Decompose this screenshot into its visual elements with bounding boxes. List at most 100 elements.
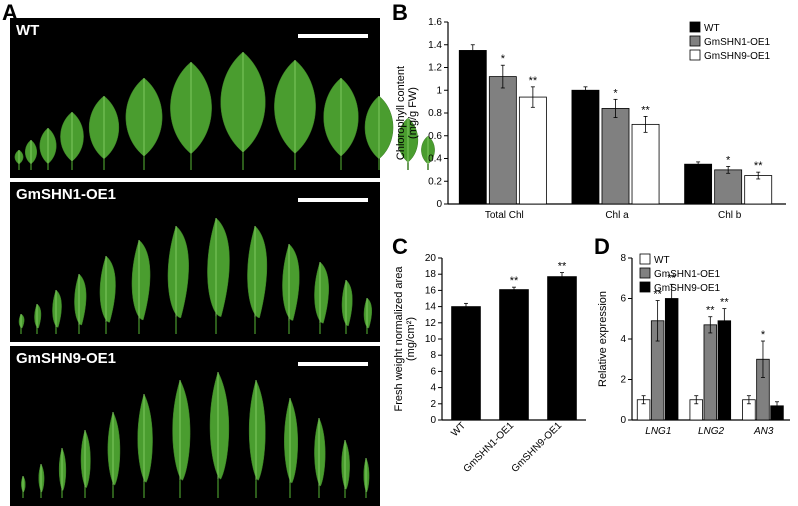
leaf bbox=[167, 380, 193, 498]
leaf bbox=[320, 78, 362, 170]
panel-D-chart: 02468Relative expression****LNG1****LNG2… bbox=[594, 248, 796, 502]
svg-text:0.8: 0.8 bbox=[428, 108, 442, 119]
svg-text:1.6: 1.6 bbox=[428, 17, 442, 28]
leaf bbox=[122, 78, 166, 170]
leaf bbox=[361, 298, 373, 334]
svg-text:*: * bbox=[726, 154, 731, 166]
leaf bbox=[204, 372, 232, 498]
svg-text:**: ** bbox=[529, 75, 538, 87]
svg-text:0.2: 0.2 bbox=[428, 176, 442, 187]
leaf bbox=[311, 418, 327, 498]
leaf bbox=[104, 412, 122, 498]
svg-text:Total Chl: Total Chl bbox=[485, 210, 524, 221]
svg-text:Relative expression: Relative expression bbox=[597, 291, 609, 387]
svg-text:0: 0 bbox=[620, 415, 626, 426]
svg-text:1.4: 1.4 bbox=[428, 40, 442, 51]
svg-text:Chl b: Chl b bbox=[718, 210, 742, 221]
leaf bbox=[160, 226, 192, 334]
svg-text:0.6: 0.6 bbox=[428, 131, 442, 142]
leaf bbox=[70, 274, 88, 334]
svg-text:16: 16 bbox=[425, 285, 437, 296]
svg-text:20: 20 bbox=[425, 253, 437, 264]
leaf bbox=[166, 62, 216, 170]
leaf bbox=[20, 476, 26, 498]
svg-text:14: 14 bbox=[425, 302, 437, 313]
svg-text:**: ** bbox=[558, 261, 567, 273]
svg-text:**: ** bbox=[720, 297, 729, 309]
svg-text:GmSHN9-OE1: GmSHN9-OE1 bbox=[510, 420, 565, 475]
svg-text:10: 10 bbox=[425, 334, 437, 345]
svg-text:(mg/cm²): (mg/cm²) bbox=[405, 317, 417, 361]
svg-text:8: 8 bbox=[620, 253, 626, 264]
svg-text:0.4: 0.4 bbox=[428, 154, 442, 165]
leaves-row bbox=[14, 194, 376, 334]
leaf bbox=[280, 398, 300, 498]
svg-text:18: 18 bbox=[425, 269, 437, 280]
svg-text:WT: WT bbox=[654, 255, 670, 266]
svg-text:2: 2 bbox=[430, 399, 436, 410]
svg-text:6: 6 bbox=[620, 294, 626, 305]
svg-text:**: ** bbox=[706, 305, 715, 317]
leaf bbox=[57, 448, 67, 498]
leaf bbox=[37, 464, 45, 498]
svg-text:0: 0 bbox=[430, 415, 436, 426]
svg-text:0: 0 bbox=[436, 199, 442, 210]
svg-text:LNG2: LNG2 bbox=[698, 426, 725, 437]
leaf bbox=[338, 280, 354, 334]
leaf bbox=[78, 430, 92, 498]
svg-text:6: 6 bbox=[430, 366, 436, 377]
svg-text:*: * bbox=[501, 53, 506, 65]
leaf bbox=[276, 244, 302, 334]
svg-text:GmSHN9-OE1: GmSHN9-OE1 bbox=[704, 51, 771, 62]
svg-text:GmSHN1-OE1: GmSHN1-OE1 bbox=[704, 37, 771, 48]
svg-text:Chl a: Chl a bbox=[605, 210, 629, 221]
leaf bbox=[362, 96, 396, 170]
svg-text:12: 12 bbox=[425, 318, 437, 329]
svg-text:*: * bbox=[761, 329, 766, 341]
leaf bbox=[339, 440, 351, 498]
svg-text:**: ** bbox=[754, 160, 763, 172]
svg-text:LNG1: LNG1 bbox=[645, 426, 671, 437]
leaf bbox=[362, 458, 370, 498]
leaf bbox=[125, 240, 153, 334]
leaf bbox=[17, 314, 25, 334]
leaves-row bbox=[14, 30, 376, 170]
svg-text:1: 1 bbox=[436, 85, 442, 96]
leaf bbox=[309, 262, 331, 334]
svg-text:4: 4 bbox=[430, 383, 436, 394]
svg-text:AN3: AN3 bbox=[753, 426, 774, 437]
svg-text:2: 2 bbox=[620, 375, 626, 386]
leaf bbox=[86, 96, 122, 170]
svg-text:(mg/g FW): (mg/g FW) bbox=[407, 87, 419, 139]
svg-text:**: ** bbox=[510, 275, 519, 287]
svg-text:1.2: 1.2 bbox=[428, 63, 442, 74]
leaf bbox=[216, 52, 270, 170]
leaf bbox=[38, 128, 58, 170]
panel-B-chart: 0 0.2 0.4 0.6 0.8 1 1.2 1.4 1.6 Chlorophyll conte… bbox=[392, 14, 792, 232]
leaf bbox=[32, 304, 42, 334]
leaf bbox=[24, 140, 38, 170]
panel-C-chart: 0 2 4 6 8 10 12 14 16 18 20 Fresh weight normalized… bbox=[392, 248, 592, 502]
leaf bbox=[94, 256, 118, 334]
svg-text:GmSHN9-OE1: GmSHN9-OE1 bbox=[654, 283, 721, 294]
svg-text:4: 4 bbox=[620, 334, 626, 345]
svg-text:GmSHN1-OE1: GmSHN1-OE1 bbox=[462, 420, 517, 475]
panel-A-row-SHN1: GmSHN1-OE1 bbox=[10, 182, 380, 342]
leaves-row bbox=[14, 358, 376, 498]
svg-text:WT: WT bbox=[449, 420, 468, 439]
svg-text:WT: WT bbox=[704, 23, 720, 34]
leaf bbox=[58, 112, 86, 170]
leaf bbox=[199, 218, 233, 334]
panel-A-row-WT: WT bbox=[10, 18, 380, 178]
leaf bbox=[49, 290, 63, 334]
leaf bbox=[133, 394, 155, 498]
leaf bbox=[270, 60, 320, 170]
svg-text:Fresh weight normalized area: Fresh weight normalized area bbox=[393, 266, 405, 412]
svg-text:GmSHN1-OE1: GmSHN1-OE1 bbox=[654, 269, 721, 280]
svg-text:*: * bbox=[613, 87, 618, 99]
svg-text:8: 8 bbox=[430, 350, 436, 361]
leaf bbox=[14, 150, 24, 170]
figure-container: A WT bbox=[0, 0, 798, 504]
leaf bbox=[244, 380, 268, 498]
svg-text:Chlorophyll content: Chlorophyll content bbox=[395, 66, 407, 160]
